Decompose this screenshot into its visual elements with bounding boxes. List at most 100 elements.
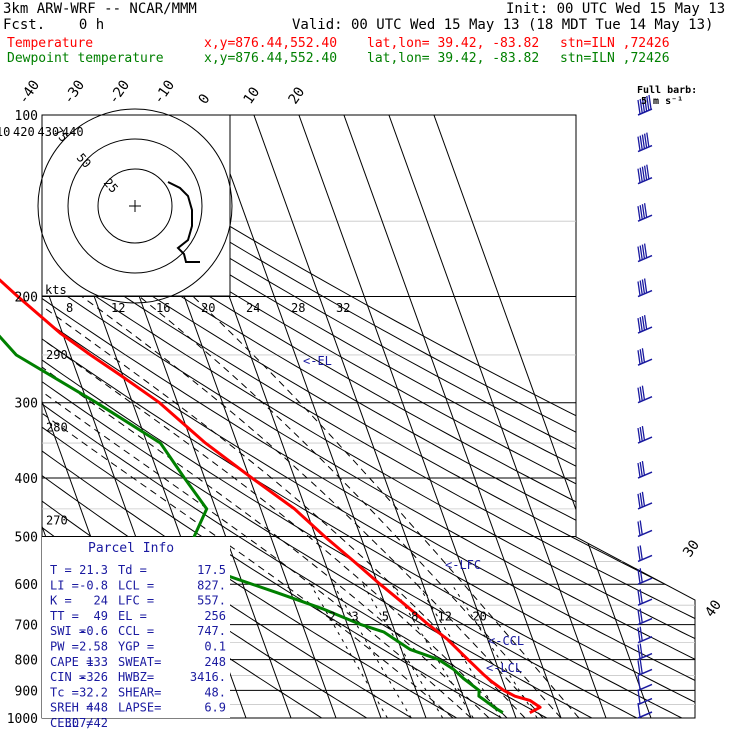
parcel-label: CCL =: [118, 624, 154, 638]
wind-barb-flag: [637, 609, 641, 624]
wind-barb: [637, 520, 653, 538]
wind-barb-staff: [637, 617, 653, 626]
dry-adiabat: [42, 115, 593, 718]
hodograph-axis-label: 24: [246, 301, 260, 315]
level-annotation: <-CCL: [488, 634, 524, 648]
hodograph-ring: [97, 168, 173, 244]
mixing-ratio-label: 12: [438, 610, 452, 624]
isotherm-label: 40: [702, 597, 725, 620]
wind-barb-flag: [637, 246, 641, 261]
wind-barb-flag: [646, 95, 650, 111]
wind-barb: [637, 460, 653, 479]
dewpoint-legend-label: Dewpoint temperature: [7, 51, 164, 66]
wind-barb: [637, 203, 653, 222]
pressure-tick-label: 900: [15, 684, 38, 699]
dry-adiabat: [42, 115, 695, 718]
wind-barb-flag: [637, 675, 641, 690]
wind-barb-flag: [637, 627, 641, 642]
wind-barb: [637, 702, 653, 719]
isotherm: [181, 115, 476, 718]
parcel-label: PW =: [50, 640, 79, 654]
parcel-label: LFC =: [118, 594, 154, 608]
moist-adiabat: [192, 296, 580, 718]
isotherm: [361, 115, 656, 718]
parcel-label: SWEAT=: [118, 655, 161, 669]
parcel-value: 17.5: [197, 563, 226, 577]
hodograph-axis-label: 12: [111, 301, 125, 315]
dewpoint-legend-latlon: lat,lon= 39.42, -83.82: [367, 51, 540, 66]
wind-barb-staff: [637, 358, 653, 366]
wind-barb-flag: [641, 460, 646, 476]
parcel-label: Tc =: [50, 685, 79, 699]
isotherm: [136, 115, 431, 718]
wind-barb-flag: [637, 168, 641, 183]
wind-barb-flag: [641, 204, 646, 219]
wind-barb-flag: [637, 387, 641, 402]
dry-adiabat: [42, 115, 695, 718]
wind-barb-flag: [639, 568, 643, 583]
theta-label: 440: [62, 125, 84, 139]
dry-adiabat: [42, 115, 695, 718]
wind-barb-flag: [637, 590, 641, 605]
temperature-legend-station: stn=ILN ,72426: [560, 36, 670, 51]
hodograph-ring: [67, 138, 203, 274]
wind-barb-flag: [639, 545, 643, 560]
hodograph-center: [129, 200, 141, 212]
parcel-label: CELL =: [50, 716, 93, 730]
dry-adiabat: [42, 115, 683, 718]
wind-barb-staff: [637, 289, 653, 298]
wind-barb-staff: [637, 254, 653, 263]
wind-barb-staff: [637, 214, 653, 222]
wind-barb: [637, 675, 653, 692]
wind-barb-flag: [637, 462, 641, 478]
pressure-tick-label: 600: [15, 578, 38, 593]
mixing-ratio-label: 5: [382, 610, 389, 624]
theta-side-label: 280: [46, 421, 68, 435]
dry-adiabat: [42, 115, 548, 718]
parcel-label: SHEAR=: [118, 685, 161, 699]
wind-barb: [637, 315, 653, 334]
wind-barb: [637, 278, 653, 298]
parcel-value: 448: [86, 701, 108, 715]
theta-side-label: 270: [46, 513, 68, 527]
parcel-label: K =: [50, 594, 72, 608]
wind-barb-flag: [637, 136, 641, 151]
wind-barb: [637, 94, 653, 116]
pressure-tick-label: 200: [15, 291, 38, 306]
wind-barb: [637, 659, 653, 677]
pressure-tick-label: 800: [15, 654, 38, 669]
parcel-label: LAPSE=: [118, 701, 161, 715]
wind-barb-flag: [639, 98, 643, 114]
parcel-label: TT =: [50, 609, 79, 623]
parcel-value: 256: [204, 609, 226, 623]
wind-barb-flag: [639, 589, 643, 604]
isotherm-label: 30: [680, 537, 703, 560]
isotherm: [271, 115, 566, 718]
wind-barb-staff: [637, 635, 653, 644]
dry-adiabat: [42, 115, 695, 718]
theta-label: 420: [13, 125, 35, 139]
wind-barb-staff: [637, 326, 653, 334]
parcel-label: EL =: [118, 609, 147, 623]
wind-barb-flag: [639, 280, 643, 295]
wind-barb-flag: [641, 244, 646, 259]
isotherm: [316, 115, 611, 718]
wind-barb-staff: [637, 577, 653, 585]
parcel-label: YGP =: [118, 640, 154, 654]
dewpoint-legend-xy: x,y=876.44,552.40: [204, 51, 338, 66]
isotherm-label: 0: [195, 91, 213, 107]
mixing-ratio-label: 8: [411, 610, 418, 624]
wind-barb-flag: [643, 165, 648, 180]
wind-barb: [637, 626, 653, 644]
mixing-ratio-label: 20: [472, 610, 486, 624]
temperature-line: [0, 278, 542, 715]
wind-barb-flag: [639, 659, 643, 674]
dry-adiabat: [50, 115, 695, 718]
wind-barb-flag: [639, 426, 643, 442]
wind-key-label: Full barb: 5 m s⁻¹: [637, 85, 697, 107]
parcel-label: SREH =: [50, 701, 93, 715]
wind-barb-flag: [637, 318, 641, 333]
wind-barb: [637, 689, 653, 706]
pressure-tick-label: 700: [15, 619, 38, 634]
wind-barb-staff: [637, 436, 653, 444]
